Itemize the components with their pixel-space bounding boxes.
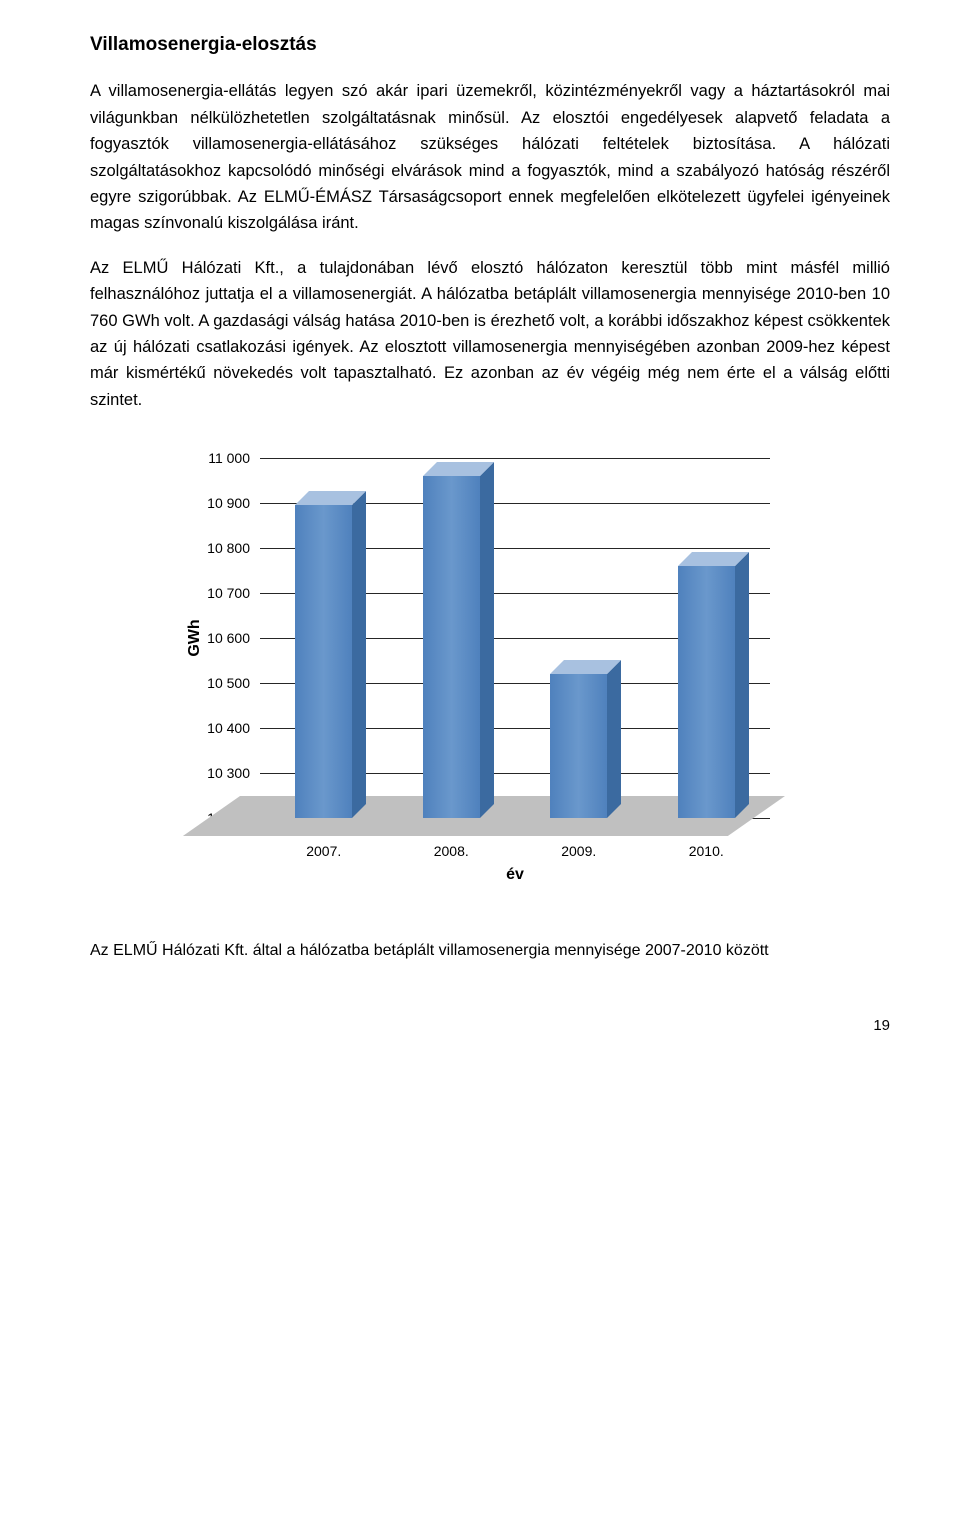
chart-bar-front — [550, 674, 607, 818]
chart-xtick-label: 2008. — [434, 840, 469, 862]
chart-ytick-label: 10 900 — [207, 492, 250, 514]
chart-bar-side — [607, 660, 621, 818]
chart-ytick-label: 10 300 — [207, 762, 250, 784]
chart-bar — [423, 476, 480, 818]
chart-plot-area: GWh év 2007.2008.2009.2010. 10 20010 300… — [260, 458, 770, 818]
chart-xtick-label: 2007. — [306, 840, 341, 862]
chart-xtick-label: 2010. — [689, 840, 724, 862]
chart-bar-front — [423, 476, 480, 818]
chart-ytick-label: 11 000 — [208, 447, 250, 469]
section-heading: Villamosenergia-elosztás — [90, 30, 890, 60]
chart-ytick-label: 10 700 — [207, 582, 250, 604]
chart-bar-front — [678, 566, 735, 818]
chart-bar-front — [295, 505, 352, 818]
chart-ytick-label: 10 500 — [207, 672, 250, 694]
chart-ytick-label: 10 800 — [207, 537, 250, 559]
chart-bar-side — [352, 491, 366, 818]
paragraph-1: A villamosenergia-ellátás legyen szó aká… — [90, 78, 890, 236]
chart-bar-side — [480, 462, 494, 818]
chart-ylabel: GWh — [182, 619, 208, 656]
chart-bar — [295, 505, 352, 818]
chart-xlabel: év — [506, 862, 524, 888]
chart-caption: Az ELMŰ Hálózati Kft. által a hálózatba … — [90, 938, 890, 964]
gwh-bar-chart: GWh év 2007.2008.2009.2010. 10 20010 300… — [170, 448, 810, 888]
chart-bar — [550, 674, 607, 818]
chart-bar-side — [735, 552, 749, 818]
chart-ytick-label: 10 400 — [207, 717, 250, 739]
chart-bars — [260, 458, 770, 818]
chart-xtick-label: 2009. — [561, 840, 596, 862]
paragraph-2: Az ELMŰ Hálózati Kft., a tulajdonában lé… — [90, 255, 890, 413]
chart-bar — [678, 566, 735, 818]
page-number: 19 — [90, 1014, 890, 1038]
chart-ytick-label: 10 600 — [207, 627, 250, 649]
